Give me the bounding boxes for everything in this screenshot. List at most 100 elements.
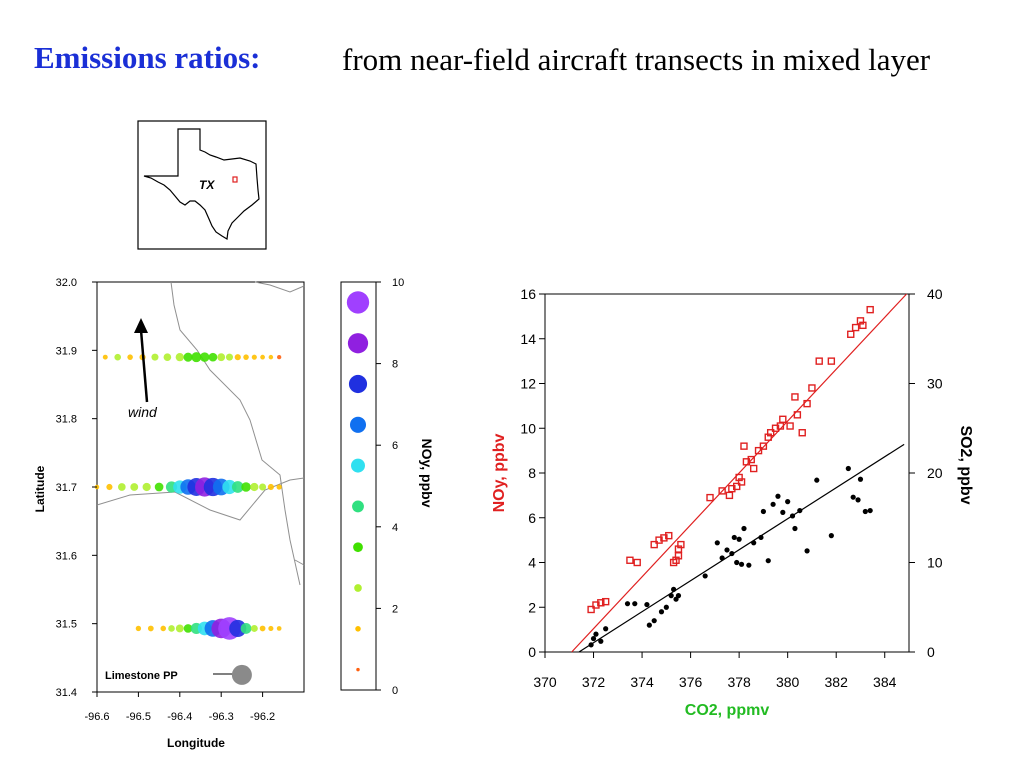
- map-x-tick-label: -96.3: [209, 711, 234, 723]
- flight-track-point: [277, 355, 282, 360]
- so2-point: [828, 533, 834, 539]
- scatter-y2-tick-label: 40: [927, 286, 943, 302]
- noy-point: [655, 536, 663, 544]
- so2-point: [671, 586, 677, 592]
- so2-point: [814, 477, 820, 483]
- flight-track-point: [147, 625, 154, 632]
- colorbar-swatch: [352, 500, 364, 513]
- noy-point: [737, 478, 746, 486]
- so2-fit-line: [578, 443, 905, 653]
- flight-track-point: [259, 483, 267, 491]
- scatter-y-tick-label: 4: [528, 555, 536, 571]
- flight-track-point: [229, 619, 247, 637]
- scatter-y-tick-label: 2: [528, 599, 536, 615]
- scatter-y-ticks: 0 2 4 6 8 10 12 14 16: [520, 286, 545, 660]
- noy-point: [597, 599, 605, 607]
- so2-point: [624, 601, 631, 607]
- flight-track-point: [160, 625, 167, 632]
- so2-point: [651, 618, 657, 624]
- so2-point: [855, 497, 861, 503]
- wind-label: wind: [128, 404, 158, 420]
- map-x-tick-label: -96.4: [167, 711, 192, 723]
- colorbar-tick-label: 0: [392, 685, 398, 697]
- colorbar-swatch: [353, 542, 363, 553]
- noy-point: [766, 429, 775, 437]
- so2-point: [598, 638, 604, 644]
- so2-point: [780, 509, 786, 515]
- scatter-x-tick-label: 376: [679, 674, 703, 690]
- colorbar-swatches: [346, 291, 370, 672]
- flight-track-point: [267, 483, 274, 491]
- scatter-y-tick-label: 8: [528, 465, 536, 481]
- map-x-ticks: -96.6 -96.5 -96.4 -96.3 -96.2: [84, 692, 275, 723]
- scatter-y-tick-label: 14: [520, 331, 536, 347]
- county-lines: [96, 281, 305, 586]
- scatter-y2-tick-label: 20: [927, 465, 943, 481]
- so2-point: [758, 534, 764, 541]
- so2-point: [702, 573, 708, 579]
- so2-point: [593, 631, 599, 637]
- scatter-y-axis-label: NOy, ppbv: [491, 433, 508, 512]
- wind-arrow: [139, 329, 149, 403]
- noy-point: [725, 491, 734, 500]
- scatter-y2-ticks: 0 10 20 30 40: [909, 286, 943, 660]
- flight-track-point: [118, 483, 126, 491]
- flight-track-point: [250, 624, 258, 632]
- flight-track-point: [130, 483, 139, 491]
- colorbar-ticks: 0 2 4 6 8 10: [376, 277, 404, 697]
- noy-point: [601, 597, 610, 606]
- colorbar-swatch: [355, 626, 361, 632]
- scatter-x-tick-label: 372: [582, 674, 606, 690]
- so2-point: [804, 548, 810, 554]
- flight-track-point: [240, 623, 252, 634]
- flight-track-point: [276, 484, 282, 490]
- noy-point: [866, 305, 874, 314]
- so2-point: [729, 550, 735, 557]
- noy-point: [793, 411, 802, 419]
- noy-point: [808, 384, 816, 392]
- flight-track-point: [114, 353, 121, 361]
- noy-point: [718, 487, 726, 495]
- wind-arrowhead: [134, 318, 148, 333]
- flight-track-point: [163, 353, 172, 361]
- inset-map-frame: [137, 120, 267, 250]
- scatter-y-tick-label: 12: [520, 376, 536, 392]
- slide-title-row: Emissions ratios: from near-field aircra…: [0, 0, 1024, 100]
- flight-track-point: [151, 353, 159, 361]
- so2-point: [719, 555, 725, 561]
- so2-point: [867, 507, 873, 514]
- so2-point: [668, 593, 674, 599]
- flight-track-point: [106, 483, 113, 491]
- scatter-x-axis-label: CO2, ppmv: [685, 702, 770, 719]
- inset-map: TX: [137, 120, 267, 250]
- noy-point: [633, 558, 641, 567]
- so2-point: [714, 540, 720, 546]
- so2-point: [792, 525, 798, 532]
- plant-marker: [231, 664, 252, 685]
- scatter-y-tick-label: 16: [520, 286, 536, 302]
- scatter-x-ticks: 370 372 374 376 378 380 382 384: [533, 652, 897, 690]
- so2-point: [760, 508, 767, 515]
- flight-track-point: [276, 626, 282, 631]
- so2-point: [741, 525, 747, 532]
- colorbar-swatch: [349, 416, 367, 433]
- colorbar-tick-label: 10: [392, 277, 404, 289]
- so2-point: [857, 476, 864, 482]
- flight-track-point: [154, 482, 164, 492]
- so2-point: [588, 642, 594, 648]
- noy-point: [747, 455, 755, 464]
- flight-track-point: [231, 481, 244, 493]
- map-points: [94, 352, 282, 640]
- slide-title: Emissions ratios:: [34, 40, 261, 75]
- slide-subtitle: from near-field aircraft transects in mi…: [342, 42, 931, 77]
- scatter-x-tick-label: 380: [776, 674, 800, 690]
- scatter-chart: 370 372 374 376 378 380 382 384 0 2 4 6 8 10 12 14 16 0…: [491, 286, 974, 719]
- flight-track-point: [268, 354, 274, 360]
- so2-point: [738, 561, 745, 567]
- noy-point: [674, 552, 683, 560]
- scatter-y2-tick-label: 30: [927, 376, 943, 392]
- map-panel: wind Limestone PP -96.6 -96.5 -96.4 -96.3 -9…: [33, 277, 305, 750]
- noy-point: [665, 531, 673, 540]
- map-y-tick-label: 31.8: [56, 414, 77, 426]
- flight-track-point: [142, 482, 151, 492]
